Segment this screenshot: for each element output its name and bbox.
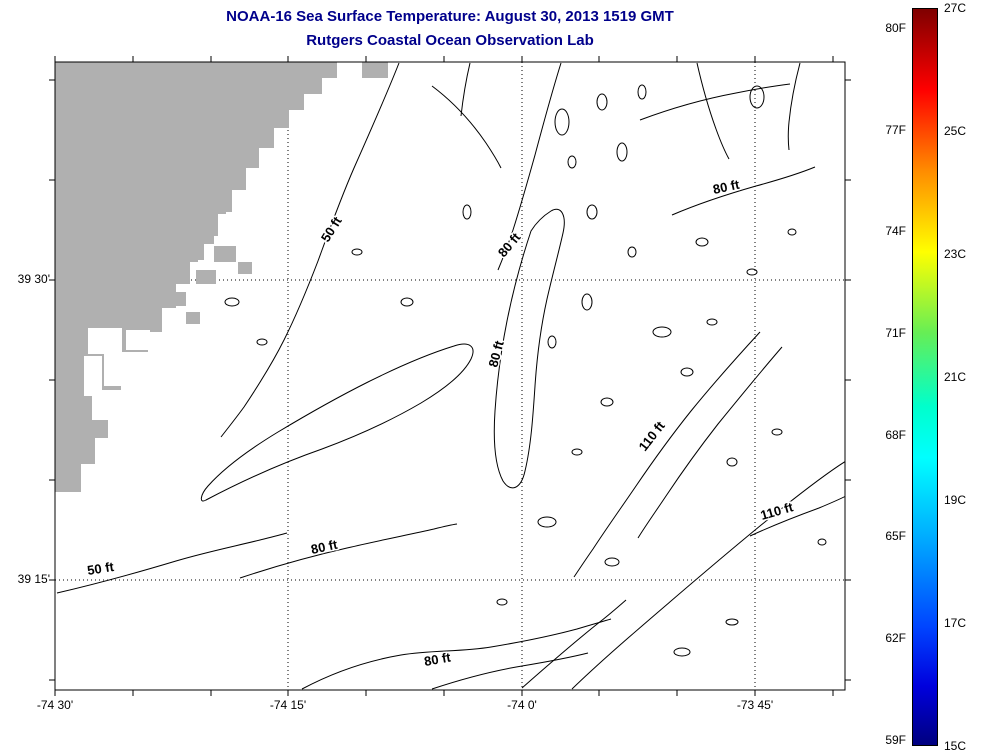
colorbar-f-label: 68F	[885, 428, 906, 442]
bathymetry-contours	[56, 62, 845, 690]
title-line-1: NOAA-16 Sea Surface Temperature: August …	[226, 8, 674, 25]
colorbar-c-label: 27C	[944, 1, 967, 15]
y-axis-label: 39 15'	[17, 572, 50, 586]
contour-label: 50 ft	[86, 559, 115, 578]
colorbar-c-label: 25C	[944, 124, 967, 138]
colorbar	[912, 8, 938, 746]
plot-border	[54, 61, 846, 691]
contour-label: 80 ft	[485, 338, 507, 368]
figure-title: NOAA-16 Sea Surface Temperature: August …	[0, 5, 900, 53]
land-mask	[55, 62, 388, 492]
y-axis-label: 39 30'	[17, 272, 50, 286]
colorbar-f-label: 71F	[885, 326, 906, 340]
colorbar-c-label: 15C	[944, 739, 967, 753]
colorbar-f-label: 65F	[885, 529, 906, 543]
colorbar-f-label: 74F	[885, 224, 906, 238]
colorbar-f-label: 80F	[885, 21, 906, 35]
x-axis-label: -73 45'	[736, 698, 774, 712]
x-axis-label: -74 15'	[269, 698, 307, 712]
contour-label: 80 ft	[495, 229, 524, 260]
x-axis-label: -74 0'	[507, 698, 537, 712]
colorbar-c-label: 17C	[944, 616, 967, 630]
colorbar-f-label: 77F	[885, 123, 906, 137]
contour-label: 80 ft	[712, 177, 742, 197]
colorbar-c-label: 19C	[944, 493, 967, 507]
axis-ticks	[49, 56, 851, 696]
title-line-2: Rutgers Coastal Ocean Observation Lab	[306, 32, 594, 49]
colorbar-c-label: 21C	[944, 370, 967, 384]
colorbar-f-label: 59F	[885, 733, 906, 747]
colorbar-gradient	[913, 9, 937, 745]
colorbar-c-label: 23C	[944, 247, 967, 261]
x-axis-label: -74 30'	[36, 698, 74, 712]
colorbar-f-label: 62F	[885, 631, 906, 645]
contour-label: 110 ft	[636, 418, 669, 454]
contour-label: 80 ft	[310, 537, 340, 557]
contour-label: 80 ft	[423, 649, 453, 669]
contour-label: 50 ft	[318, 213, 345, 244]
